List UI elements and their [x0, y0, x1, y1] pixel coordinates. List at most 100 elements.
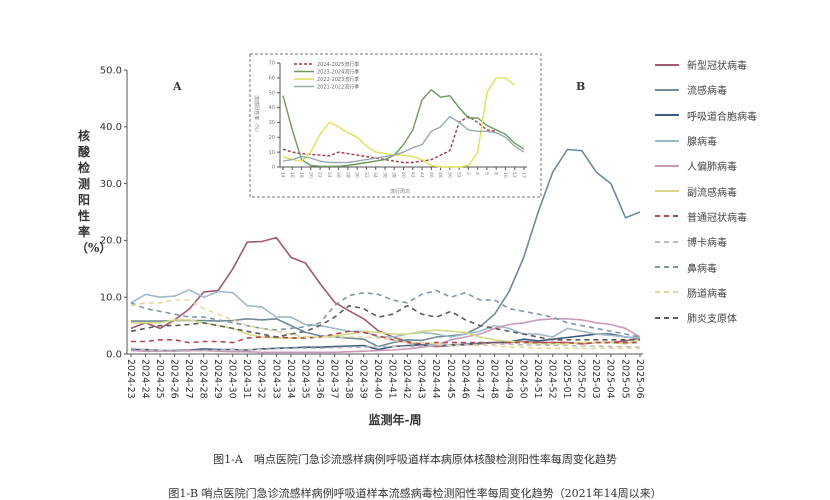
y-tick-label: 30.0	[100, 179, 122, 190]
inset-legend-label: 2022-2023流行季	[317, 76, 359, 83]
x-tick-label: 10	[502, 172, 508, 178]
y-tick-label: 40	[269, 105, 275, 111]
y-tick-label: 30	[269, 120, 275, 126]
series-line-10	[130, 304, 640, 341]
x-tick-label: 44	[419, 172, 425, 178]
x-tick-label: 22	[317, 172, 323, 178]
x-tick-label: 2024-45	[445, 359, 456, 399]
legend-label: 肺炎支原体	[687, 314, 737, 326]
x-tick-label: 2024-41	[387, 359, 398, 399]
inset-legend-label: 2023-2024流行季	[317, 69, 359, 76]
series-line-8	[130, 289, 641, 338]
x-tick-label: 8	[493, 172, 499, 175]
panel-label-a: A	[173, 80, 182, 93]
x-tick-label: 2024-47	[474, 359, 485, 399]
legend-item: 普通冠状病毒	[655, 204, 825, 229]
x-tick-label: 2024-32	[256, 359, 267, 399]
x-tick-label: 26	[335, 172, 341, 178]
legend-label: 普通冠状病毒	[687, 212, 747, 224]
legend-item: 鼻病毒	[655, 254, 825, 279]
x-axis-title: 监测年-周	[368, 413, 422, 427]
y-tick-label: 10.0	[100, 293, 122, 304]
x-tick-label: 20	[307, 172, 313, 178]
x-tick-label: 30	[354, 172, 360, 178]
series-line-0	[282, 115, 497, 164]
panel-label-b: B	[576, 80, 586, 93]
x-tick-label: 2024-31	[241, 359, 252, 399]
x-tick-label: 2024-35	[299, 359, 310, 399]
y-tick-label: 0	[272, 165, 275, 171]
series-line-5	[131, 319, 641, 345]
x-tick-label: 2024-33	[270, 359, 281, 399]
legend-label: 流感病毒	[687, 86, 727, 98]
x-tick-label: 48	[437, 172, 443, 178]
x-tick-label: 2024-52	[547, 359, 558, 399]
x-tick-label: 32	[363, 172, 369, 178]
y-tick-label: 70	[269, 61, 275, 67]
x-tick-label: 2	[465, 172, 471, 175]
series-line-1	[282, 88, 525, 168]
x-tick-label: 2024-23	[125, 359, 136, 399]
legend-swatch	[655, 63, 679, 66]
x-tick-label: 6	[483, 172, 489, 175]
x-tick-label: 2024-49	[503, 359, 514, 399]
caption-fig-b: 图1-B 哨点医院门急诊流感样病例呼吸道样本流感病毒检测阳性率每周变化趋势（20…	[168, 487, 662, 500]
legend-item: 副流感病毒	[655, 178, 825, 203]
legend-swatch	[655, 266, 679, 269]
y-tick-label: 40.0	[100, 122, 122, 133]
x-tick-label: 2024-50	[517, 359, 528, 399]
legend-item: 人偏肺病毒	[655, 153, 825, 178]
x-tick-label: 2025-05	[619, 359, 630, 399]
x-tick-label: 2024-51	[532, 359, 543, 399]
series-line-1	[131, 148, 641, 348]
x-tick-label: 2024-38	[343, 359, 354, 399]
x-tick-label: 40	[400, 172, 406, 178]
series-line-2	[282, 77, 516, 168]
x-tick-label: 2024-26	[168, 359, 179, 399]
caption-fig-a: 图1-A 哨点医院门急诊流感样病例呼吸道样本病原体核酸检测阳性率每周变化趋势	[213, 453, 617, 466]
x-tick-label: 2024-42	[401, 359, 412, 399]
series-line-3	[282, 115, 525, 164]
x-tick-label: 2025-01	[561, 359, 572, 399]
x-tick-label: 2025-02	[576, 359, 587, 399]
inset-legend-label: 2024-2025流行季	[317, 61, 359, 68]
legend-swatch	[655, 164, 679, 167]
legend-swatch	[655, 240, 679, 243]
legend-swatch	[655, 114, 679, 117]
x-tick-label: 2024-48	[488, 359, 499, 399]
series-line-6	[131, 330, 640, 345]
x-tick-label: 2025-06	[634, 359, 645, 399]
series-line-7	[130, 342, 641, 353]
legend-label: 副流感病毒	[687, 187, 737, 199]
legend-label: 新型冠状病毒	[687, 61, 747, 73]
legend-swatch	[655, 190, 679, 193]
x-tick-label: 2024-34	[285, 359, 296, 399]
x-tick-label: 2024-27	[183, 359, 194, 399]
x-tick-label: 2024-24	[139, 359, 150, 399]
x-tick-label: 2025-04	[605, 359, 616, 399]
x-tick-label: 34	[372, 172, 378, 178]
y-tick-label: 60	[269, 76, 275, 82]
x-tick-label: 2024-46	[459, 359, 470, 399]
legend-item: 流感病毒	[655, 77, 825, 102]
x-tick-label: 2024-36	[314, 359, 325, 399]
legend-item: 呼吸道合胞病毒	[655, 103, 825, 128]
legend-label: 人偏肺病毒	[687, 162, 737, 174]
x-tick-label: 18	[298, 172, 304, 178]
x-tick-label: 2024-28	[198, 359, 209, 399]
x-tick-label: 2024-44	[430, 359, 441, 399]
x-tick-label: 16	[289, 172, 295, 178]
y-axis-title: 核酸检测阳性率（%）	[76, 129, 112, 255]
x-tick-label: 36	[381, 172, 387, 178]
x-tick-label: 2024-25	[154, 359, 165, 399]
x-tick-label: 28	[344, 172, 350, 178]
legend-item: 腺病毒	[655, 128, 825, 153]
x-tick-label: 42	[409, 172, 415, 178]
legend-item: 肺炎支原体	[655, 305, 825, 330]
legend-swatch	[655, 291, 679, 294]
y-tick-label: 20.0	[100, 236, 122, 247]
x-tick-label: 2024-39	[358, 359, 369, 399]
inset-frame	[249, 53, 542, 198]
y-tick-label: 50	[269, 90, 275, 96]
